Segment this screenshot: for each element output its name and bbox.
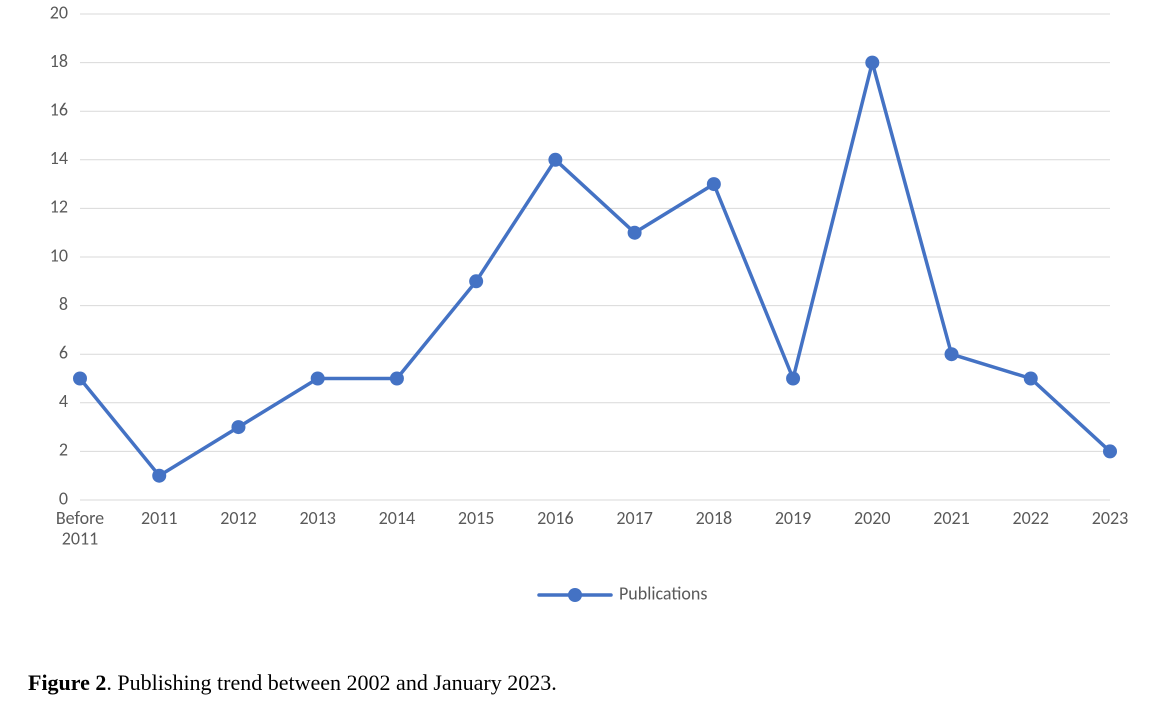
data-marker (152, 469, 166, 483)
x-tick-label: 2015 (458, 507, 495, 529)
data-marker (548, 153, 562, 167)
data-marker (707, 177, 721, 191)
data-marker (945, 347, 959, 361)
x-tick-label: 2022 (1013, 507, 1050, 529)
figure-caption: Figure 2. Publishing trend between 2002 … (28, 670, 557, 696)
legend-marker-icon (568, 588, 582, 602)
x-tick-label: 2018 (696, 507, 733, 529)
legend: Publications (539, 582, 707, 604)
figure-caption-label: Figure 2 (28, 670, 106, 695)
x-tick-label: 2011 (141, 507, 178, 529)
data-marker (469, 274, 483, 288)
y-tick-label: 14 (50, 147, 68, 169)
data-marker (1103, 444, 1117, 458)
x-tick-label: 2016 (537, 507, 574, 529)
y-tick-label: 8 (59, 293, 68, 315)
data-marker (1024, 372, 1038, 386)
data-marker (231, 420, 245, 434)
data-marker (390, 372, 404, 386)
line-chart: 0 2 4 6 8 10 12 14 16 18 20 Before2011 2011 2012 2013 2… (20, 0, 1130, 620)
x-tick-label: 2012 (220, 507, 257, 529)
data-marker (786, 372, 800, 386)
y-tick-label: 16 (50, 98, 68, 120)
x-tick-label: Before2011 (56, 507, 104, 550)
y-tick-label: 2 (59, 439, 68, 461)
x-tick-label: 2020 (854, 507, 891, 529)
series-line-publications (80, 63, 1110, 476)
data-marker (865, 56, 879, 70)
data-marker (628, 226, 642, 240)
x-tick-label: 2014 (379, 507, 416, 529)
y-tick-label: 20 (50, 1, 68, 23)
y-tick-label: 18 (50, 50, 68, 72)
x-tick-label: 2019 (775, 507, 812, 529)
y-tick-label: 12 (50, 196, 68, 218)
x-tick-label: 2017 (616, 507, 653, 529)
figure-container: 0 2 4 6 8 10 12 14 16 18 20 Before2011 2011 2012 2013 2… (0, 0, 1150, 714)
x-tick-label: 2021 (933, 507, 970, 529)
data-marker (311, 372, 325, 386)
figure-caption-text: . Publishing trend between 2002 and Janu… (106, 670, 556, 695)
y-tick-label: 0 (59, 487, 68, 509)
x-tick-label: 2023 (1092, 507, 1129, 529)
data-marker (73, 372, 87, 386)
x-tick-label: 2013 (299, 507, 336, 529)
y-tick-label: 6 (59, 341, 68, 363)
legend-label: Publications (619, 582, 707, 604)
y-tick-label: 10 (50, 244, 68, 266)
chart-area: 0 2 4 6 8 10 12 14 16 18 20 Before2011 2011 2012 2013 2… (20, 0, 1130, 620)
y-tick-label: 4 (59, 390, 68, 412)
